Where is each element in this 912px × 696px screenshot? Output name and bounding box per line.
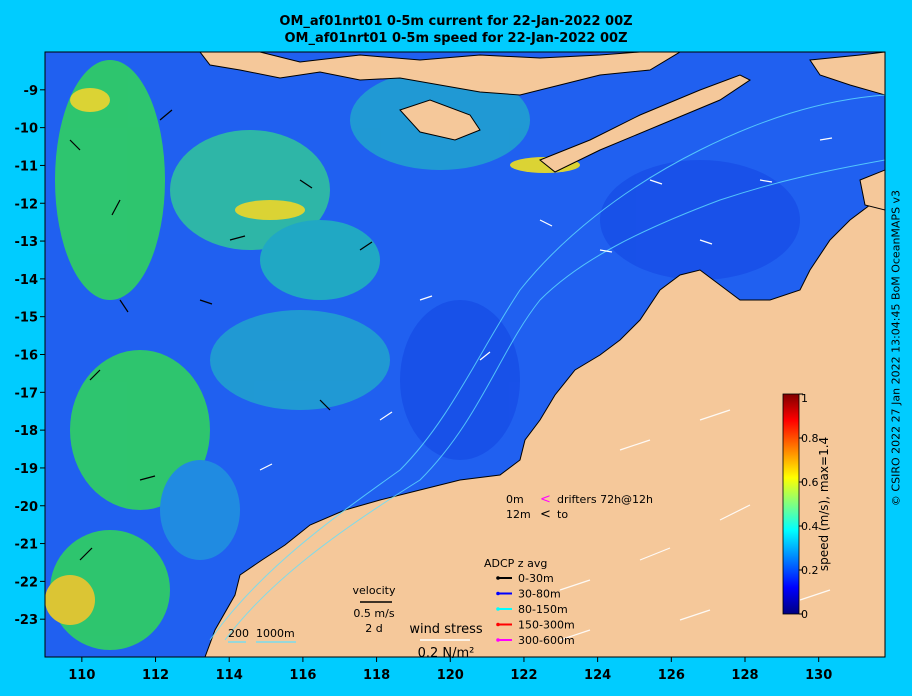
- drifter-arrow-black-icon: <: [540, 507, 551, 522]
- drifter-to-text: to: [557, 508, 568, 521]
- lat-tick-label: -13: [15, 235, 39, 250]
- adcp-item-label: 150-300m: [518, 619, 575, 632]
- colorbar-tick-label: 0.8: [801, 432, 819, 445]
- lon-tick-label: 126: [658, 668, 685, 683]
- adcp-title: ADCP z avg: [484, 557, 547, 570]
- wind-stress-value: 0.2 N/m²: [418, 646, 475, 661]
- adcp-item-label: 300-600m: [518, 634, 575, 647]
- lon-tick-label: 118: [363, 668, 390, 683]
- tanimbar-island: [809, 52, 885, 96]
- timor-island: [539, 74, 751, 173]
- speed-colorbar: 1 0.8 0.6 0.4 0.2 0 speed (m/s), max=1.4: [782, 392, 831, 621]
- lon-tick-label: 120: [437, 668, 464, 683]
- velocity-time: 2 d: [365, 622, 382, 635]
- australia-land: [204, 199, 885, 657]
- lon-tick-label: 114: [216, 668, 243, 683]
- lon-tick-label: 116: [289, 668, 316, 683]
- adcp-item-label: 80-150m: [518, 603, 568, 616]
- adcp-swatch-dot: [496, 591, 500, 596]
- map-title-speed: OM_af01nrt01 0-5m speed for 22-Jan-2022 …: [284, 31, 628, 46]
- velocity-title: velocity: [353, 584, 396, 597]
- lat-tick-label: -14: [15, 273, 39, 288]
- lesser-sunda-islands: [199, 52, 681, 96]
- lat-tick-label: -12: [15, 197, 39, 212]
- colorbar-tick-label: 0: [801, 608, 808, 621]
- sumba-island: [399, 99, 481, 141]
- lon-tick-label: 112: [142, 668, 169, 683]
- lat-tick-label: -23: [15, 613, 39, 628]
- adcp-item-label: 0-30m: [518, 572, 554, 585]
- drifter-arrow-icon: <: [540, 492, 551, 507]
- colorbar-tick-label: 0.6: [801, 476, 819, 489]
- wind-stress-title: wind stress: [409, 622, 483, 637]
- map-content: [45, 52, 885, 657]
- credit-text: © CSIRO 2022 27 Jan 2022 13:04:45 BoM Oc…: [889, 189, 903, 507]
- lat-tick-label: -19: [15, 462, 39, 477]
- lat-tick-label: -17: [15, 386, 39, 401]
- lat-tick-label: -15: [15, 311, 39, 326]
- isobath-1000-label: 1000m: [256, 627, 295, 640]
- lon-tick-label: 130: [805, 668, 832, 683]
- lat-tick-label: -18: [15, 424, 39, 439]
- lon-tick-label: 124: [584, 668, 611, 683]
- colorbar-tick-label: 0.2: [801, 564, 819, 577]
- lon-tick-label: 128: [731, 668, 758, 683]
- adcp-legend: ADCP z avg 0-30m 30-80m 80-150m 150-300m 300…: [484, 557, 575, 647]
- drifter-depth-0: 0m: [506, 493, 524, 506]
- wind-stress-legend: wind stress 0.2 N/m²: [409, 622, 483, 661]
- latitude-tick-labels: -9 -10 -11 -12 -13 -14 -15 -16 -17 -18 -19 -20 -21 -2…: [15, 84, 45, 628]
- drifter-text: drifters 72h@12h: [557, 493, 653, 506]
- isobath-200-label: 200: [228, 627, 249, 640]
- lat-tick-label: -21: [15, 538, 39, 553]
- lat-tick-label: -9: [24, 84, 38, 99]
- drifters-legend: 0m < drifters 72h@12h 12m < to: [506, 492, 653, 522]
- northern-land: [859, 169, 885, 211]
- longitude-tick-labels: 110 112 114 116 118 120 122 124 126 128 130: [68, 657, 832, 683]
- lon-tick-label: 110: [68, 668, 95, 683]
- lat-tick-label: -20: [15, 500, 39, 515]
- adcp-swatch-dot: [496, 576, 500, 580]
- adcp-swatch-dot: [496, 607, 500, 611]
- velocity-speed: 0.5 m/s: [353, 607, 394, 620]
- lat-tick-label: -22: [15, 575, 39, 590]
- adcp-item-label: 30-80m: [518, 588, 561, 601]
- map-title-current: OM_af01nrt01 0-5m current for 22-Jan-202…: [279, 14, 633, 29]
- adcp-swatch-dot: [496, 622, 500, 627]
- isobath-contours: [209, 94, 885, 641]
- drifter-depth-12: 12m: [506, 508, 531, 521]
- lat-tick-label: -10: [15, 122, 39, 137]
- isobath-legend: 200 1000m: [228, 627, 296, 643]
- current-arrows: [69, 109, 833, 641]
- adcp-swatch-dot: [496, 638, 500, 642]
- lat-tick-label: -11: [15, 159, 39, 174]
- lon-tick-label: 122: [510, 668, 537, 683]
- velocity-legend: velocity 0.5 m/s 2 d: [353, 584, 396, 635]
- colorbar-tick-label: 1: [801, 392, 808, 405]
- colorbar-label: speed (m/s), max=1.4: [817, 437, 831, 571]
- colorbar-tick-label: 0.4: [801, 520, 819, 533]
- colorbar-gradient: [782, 393, 800, 615]
- lat-tick-label: -16: [15, 349, 39, 364]
